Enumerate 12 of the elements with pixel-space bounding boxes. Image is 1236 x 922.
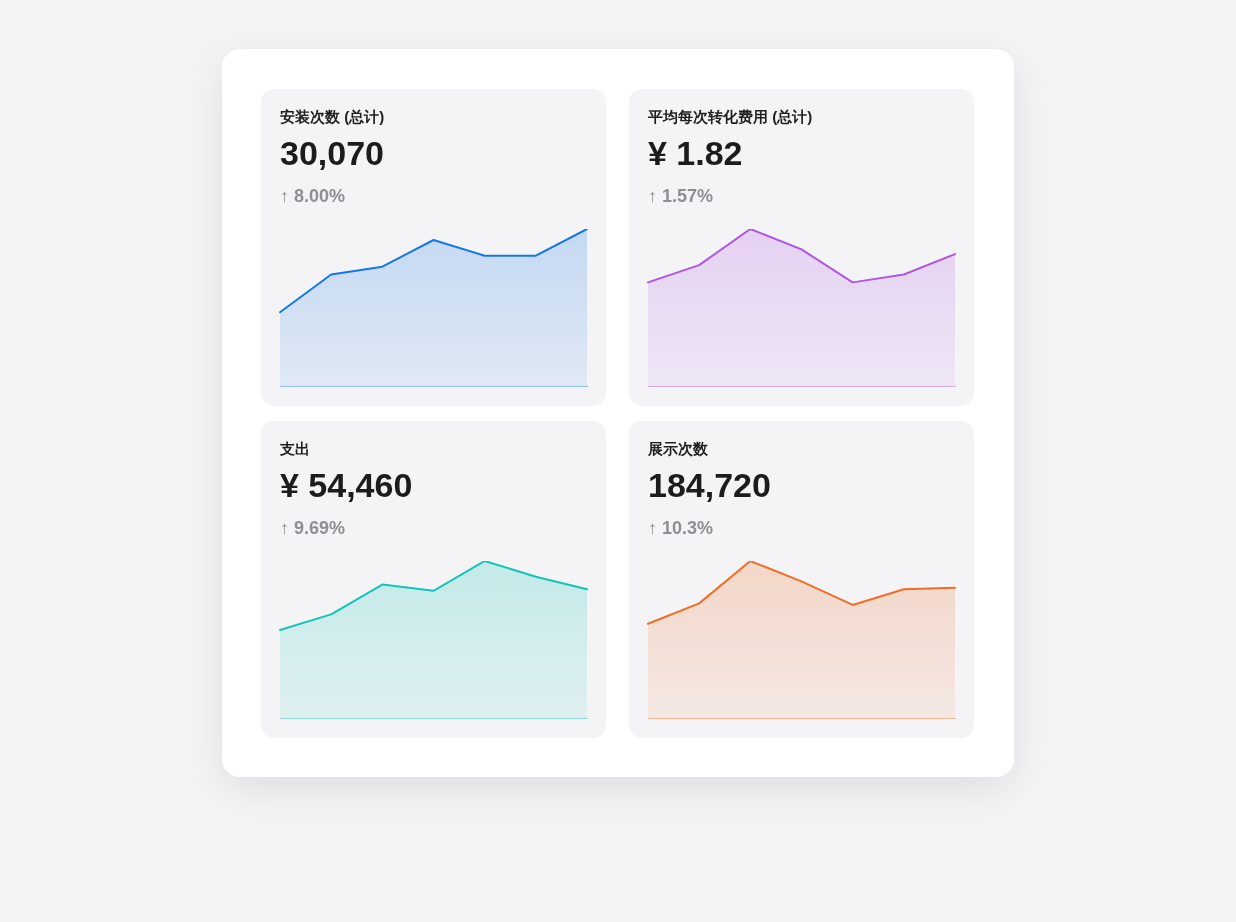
text: ↑ 10.3% — [648, 517, 714, 540]
chart-subtitle: 184,720 — [648, 465, 771, 505]
chart-subtitle: ¥ 54,460 — [280, 465, 413, 505]
chart-title: 展示次数 — [648, 439, 708, 459]
chart-title: 支出 — [280, 439, 310, 459]
chart-title: 安装次数 (总计) — [280, 107, 385, 127]
chart-title: 平均每次转化费用 (总计) — [648, 107, 813, 127]
chart-subtitle: 30,070 — [280, 133, 384, 173]
text: ↑ 8.00% — [280, 185, 346, 208]
text: ↑ 1.57% — [648, 185, 714, 208]
chart-subtitle: ¥ 1.82 — [648, 133, 743, 173]
text: ↑ 9.69% — [280, 517, 346, 540]
